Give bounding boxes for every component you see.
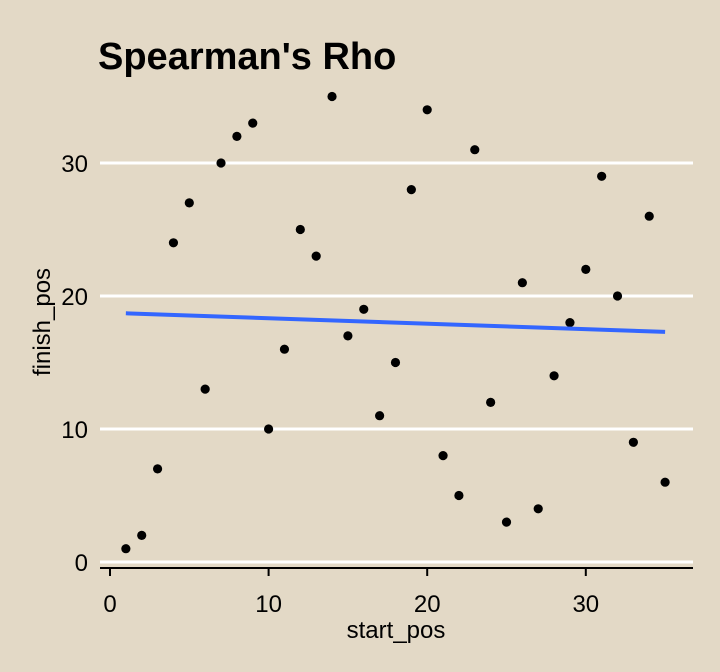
data-point bbox=[581, 264, 591, 274]
data-point bbox=[533, 504, 543, 514]
data-point bbox=[311, 251, 321, 261]
data-point bbox=[216, 158, 226, 168]
x-axis-label: start_pos bbox=[347, 617, 446, 644]
data-point bbox=[454, 490, 464, 501]
data-point bbox=[660, 477, 670, 487]
data-point bbox=[517, 278, 527, 288]
data-point bbox=[152, 464, 163, 474]
data-point bbox=[422, 105, 432, 115]
y-axis-ticks: 0 10 20 30 bbox=[61, 151, 88, 577]
data-point bbox=[184, 198, 194, 208]
data-point bbox=[486, 397, 496, 407]
data-point bbox=[121, 544, 131, 554]
data-point bbox=[549, 371, 559, 381]
data-point bbox=[327, 91, 337, 102]
chart-title: Spearman's Rho bbox=[98, 36, 396, 78]
data-point bbox=[470, 145, 480, 155]
data-point bbox=[438, 451, 448, 461]
data-point bbox=[295, 224, 305, 235]
data-point bbox=[359, 304, 369, 314]
data-point bbox=[279, 344, 290, 354]
data-point bbox=[565, 318, 575, 328]
x-tick-label: 20 bbox=[414, 591, 441, 618]
data-point bbox=[612, 291, 623, 301]
data-point bbox=[406, 185, 416, 195]
data-point bbox=[343, 331, 353, 341]
data-points bbox=[121, 91, 670, 554]
data-point bbox=[168, 238, 179, 248]
data-point bbox=[200, 384, 210, 394]
data-point bbox=[628, 437, 638, 447]
data-point bbox=[232, 131, 242, 141]
y-tick-label: 30 bbox=[61, 151, 88, 178]
x-tick-label: 10 bbox=[255, 591, 282, 618]
data-point bbox=[264, 424, 274, 434]
y-axis-label: finish_pos bbox=[29, 268, 56, 376]
gridlines bbox=[100, 161, 693, 564]
x-tick-label: 0 bbox=[103, 591, 116, 618]
data-point bbox=[644, 211, 654, 221]
y-tick-label: 10 bbox=[61, 417, 88, 444]
data-point bbox=[501, 517, 512, 527]
data-point bbox=[248, 118, 258, 128]
data-point bbox=[375, 411, 385, 421]
trend-line bbox=[125, 311, 666, 334]
x-axis-ticks: 0 10 20 30 bbox=[103, 568, 599, 618]
data-point bbox=[597, 171, 607, 181]
data-point bbox=[390, 357, 401, 368]
y-tick-label: 0 bbox=[75, 550, 88, 577]
y-tick-label: 20 bbox=[61, 284, 88, 311]
data-point bbox=[137, 530, 147, 541]
x-tick-label: 30 bbox=[572, 591, 599, 618]
